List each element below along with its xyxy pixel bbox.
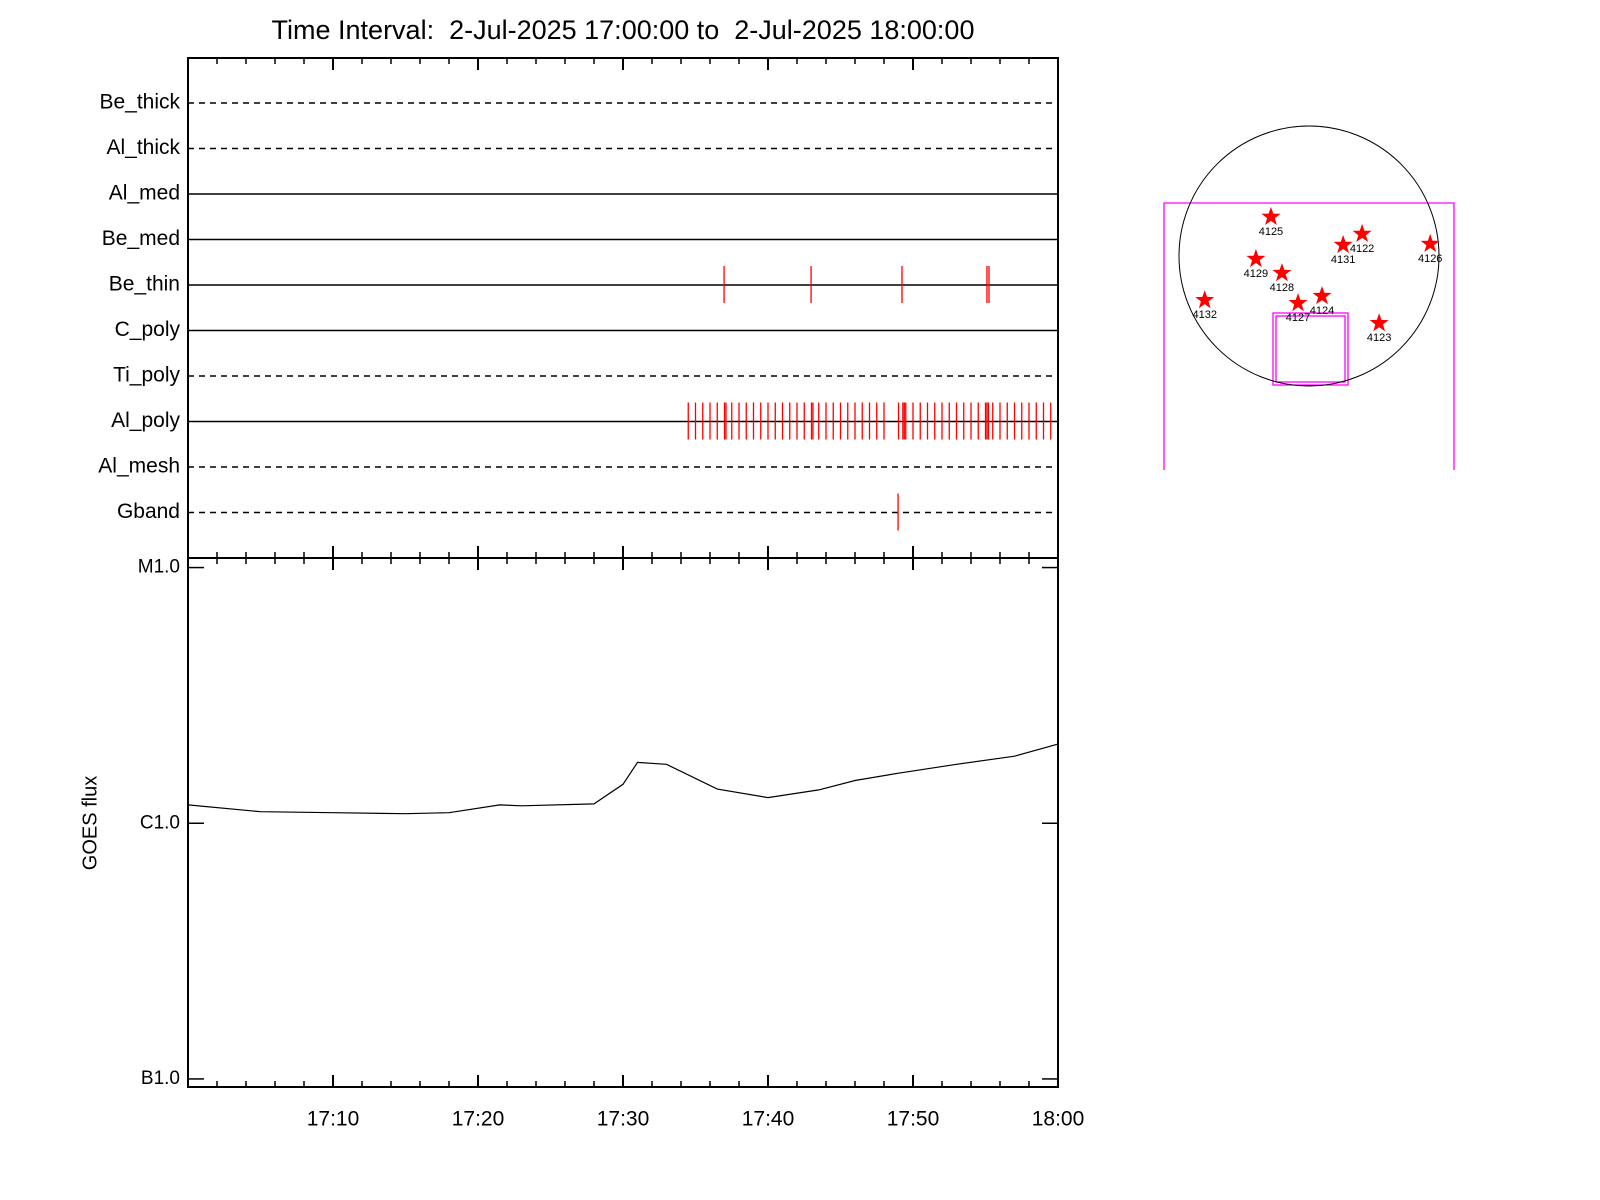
x-tick-label: 18:00 (1032, 1108, 1085, 1131)
region-star (1333, 235, 1353, 254)
x-tick-label: 17:20 (452, 1108, 505, 1131)
region-label: 4124 (1310, 305, 1334, 317)
row-label: Gband (117, 500, 180, 523)
region-label: 4131 (1331, 254, 1355, 266)
solar-disk (1178, 125, 1440, 387)
region-star (1312, 286, 1332, 305)
region-label: 4125 (1259, 226, 1283, 238)
row-label: Be_thick (99, 91, 180, 114)
row-label: Al_poly (111, 409, 180, 432)
row-label: C_poly (115, 318, 181, 341)
row-label: Al_med (109, 182, 180, 205)
region-star (1272, 263, 1292, 282)
x-tick-label: 17:30 (597, 1108, 650, 1131)
fov-outline (1163, 202, 1455, 470)
row-label: Be_med (102, 227, 180, 250)
region-label: 4129 (1244, 268, 1268, 280)
row-label: Al_mesh (98, 455, 180, 478)
row-label: Al_thick (106, 136, 180, 159)
chart-title: Time Interval: 2-Jul-2025 17:00:00 to 2-… (272, 15, 975, 45)
region-label: 4128 (1270, 282, 1294, 294)
region-label: 4132 (1192, 309, 1216, 321)
x-tick-label: 17:40 (742, 1108, 795, 1131)
fov-inner (1275, 315, 1346, 383)
region-star (1420, 233, 1440, 252)
goes-line (187, 743, 1059, 815)
region-star (1369, 313, 1389, 332)
region-star (1352, 223, 1372, 242)
y-tick-label: C1.0 (140, 812, 180, 833)
region-label: 4126 (1418, 253, 1442, 265)
fov-box (1163, 202, 1455, 470)
y-axis-label: GOES flux (79, 776, 101, 870)
region-label: 4127 (1286, 312, 1310, 324)
region-star (1195, 290, 1215, 309)
y-tick-label: B1.0 (141, 1068, 180, 1089)
row-label: Ti_poly (113, 364, 180, 387)
x-tick-label: 17:50 (887, 1108, 940, 1131)
row-label: Be_thin (109, 273, 180, 296)
region-star (1288, 293, 1308, 312)
region-star (1261, 206, 1281, 225)
fov-inner (1272, 312, 1349, 386)
region-star (1246, 249, 1266, 268)
region-label: 4122 (1350, 243, 1374, 255)
y-tick-label: M1.0 (138, 557, 180, 578)
x-tick-label: 17:10 (307, 1108, 360, 1131)
region-label: 4123 (1367, 332, 1391, 344)
